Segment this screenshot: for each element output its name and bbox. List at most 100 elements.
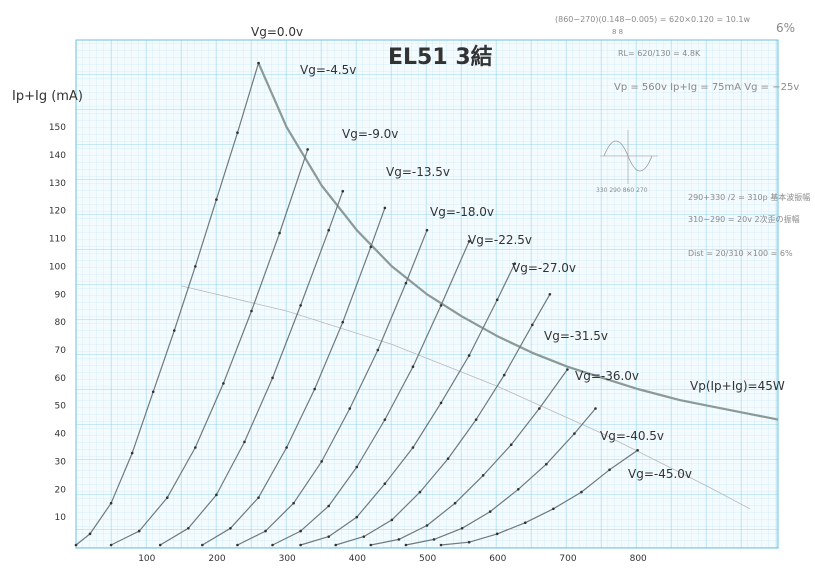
data-point [523,521,527,525]
data-point [215,198,218,201]
data-point [348,407,352,410]
note-wave-labels: 330 290 860 270 [596,187,648,194]
label-dissipation: Vp(Ip+Ig)=45W [690,379,785,393]
data-point [516,487,520,491]
y-tick-label: 30 [55,457,67,467]
y-tick-label: 110 [49,235,66,245]
data-point [573,432,576,435]
series-line [405,408,596,546]
x-tick-label: 700 [559,554,576,564]
data-point [299,543,302,547]
y-tick-label: 70 [55,346,67,356]
series-0 [74,61,260,547]
note-rl: RL= 620/130 = 4.8K [618,49,701,58]
series-10 [439,448,639,547]
data-point [369,245,373,249]
data-point [439,543,443,547]
data-point [341,320,345,324]
label-vg-27-0: Vg=-27.0v [512,261,576,275]
note-formula-top: (860−270)(0.148−0.005) = 620×0.120 = 10.… [555,15,751,24]
data-point [383,482,387,486]
data-point [439,304,443,307]
data-point [109,543,113,547]
note-operating-point: Vp = 560v Ip+Ig = 75mA Vg = −25v [614,82,799,93]
data-point [257,61,260,65]
data-point [201,543,204,547]
label-vg-4-5: Vg=-4.5v [300,63,356,77]
series-2 [158,189,345,547]
y-tick-label: 10 [55,513,67,523]
data-point [513,262,517,265]
data-point [243,440,246,444]
data-point [165,496,169,499]
data-point [88,532,92,536]
data-point [488,510,492,513]
data-point [467,540,471,544]
data-point [334,543,338,547]
x-tick-label: 100 [138,554,155,564]
data-point [580,490,583,494]
label-vg-40-5: Vg=-40.5v [600,429,664,443]
data-point [467,240,471,243]
dissipation-curve-path [257,62,779,421]
label-vg-0: Vg=0.0v [251,25,303,39]
data-point [404,543,408,547]
series-line [272,241,470,546]
data-point [538,407,541,410]
y-tick-label: 120 [49,207,66,217]
data-point [257,496,260,499]
data-point [215,493,218,497]
y-tick-label: 50 [55,402,67,412]
y-tick-label: 20 [55,485,67,495]
series-line [202,207,386,546]
data-point [327,504,331,508]
series-4 [236,228,429,547]
series-7 [334,292,552,547]
label-vg-22-5: Vg=-22.5v [468,233,532,247]
data-point [327,228,331,232]
note-harmonic-1: 290+330 /2 = 310p 基本波振幅 [688,192,810,202]
label-vg-45-0: Vg=-45.0v [628,467,692,481]
series-line [370,369,568,546]
data-point [495,532,499,536]
plot-border [75,39,779,549]
data-point [74,543,78,547]
data-point [292,501,295,505]
data-point [271,376,274,380]
label-vg-18-0: Vg=-18.0v [430,205,494,219]
data-point [390,518,394,522]
y-tick-label: 130 [49,179,66,189]
data-point [460,526,464,530]
series-line [75,62,260,546]
y-tick-label: 140 [49,151,66,161]
data-point [608,468,611,472]
data-point [299,529,302,533]
data-point [299,304,302,307]
data-point [404,281,408,285]
note-distortion: Dist = 20/310 ×100 = 6% [688,249,793,258]
series-6 [299,262,517,547]
data-point [236,131,239,135]
data-point [411,446,415,449]
data-point [636,448,639,452]
waveform-sketch [600,130,658,184]
x-tick-label: 300 [279,554,296,564]
data-point [548,292,552,296]
data-point [566,368,569,371]
data-point [250,309,253,313]
data-point [531,323,534,327]
x-tick-label: 600 [489,554,506,564]
data-point [362,535,366,538]
series-9 [404,407,597,547]
data-point [158,543,162,547]
data-point [509,443,513,447]
data-point [383,418,387,421]
data-point [355,465,359,469]
y-tick-label: 90 [55,290,67,300]
data-point [411,365,415,369]
note-formula-den: 8 8 [612,28,623,36]
data-point [137,529,141,533]
series-5 [271,240,471,547]
x-tick-label: 800 [630,554,647,564]
